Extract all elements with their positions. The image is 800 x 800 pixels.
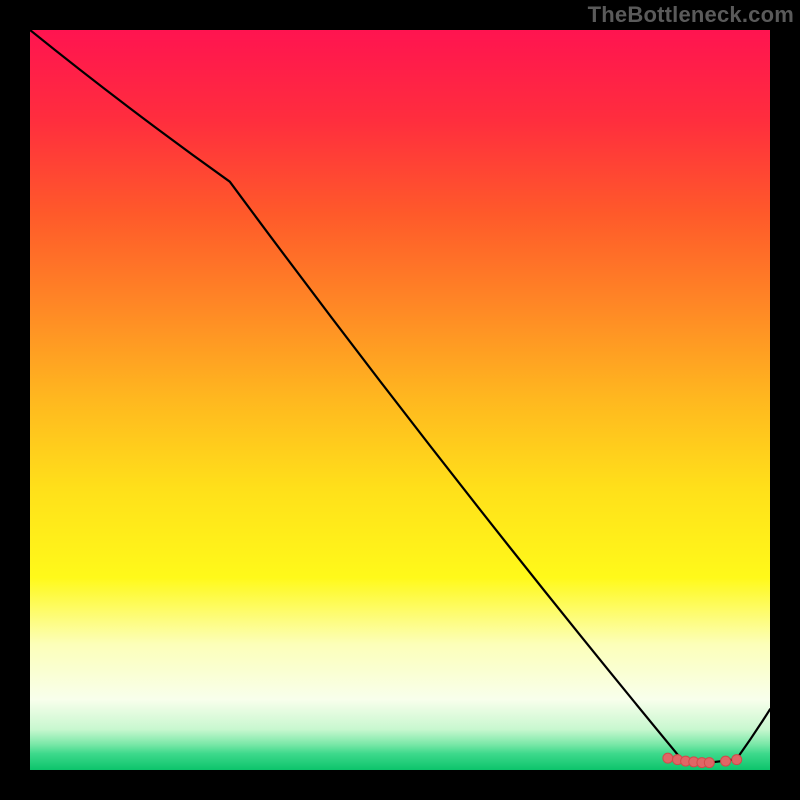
watermark-text: TheBottleneck.com [588, 2, 794, 28]
valley-marker [732, 755, 742, 765]
figure-root: TheBottleneck.com [0, 0, 800, 800]
chart-svg [30, 30, 770, 770]
chart-background [30, 30, 770, 770]
valley-marker [704, 758, 714, 768]
valley-marker [721, 756, 731, 766]
valley-marker [663, 753, 673, 763]
plot-area [30, 30, 770, 770]
